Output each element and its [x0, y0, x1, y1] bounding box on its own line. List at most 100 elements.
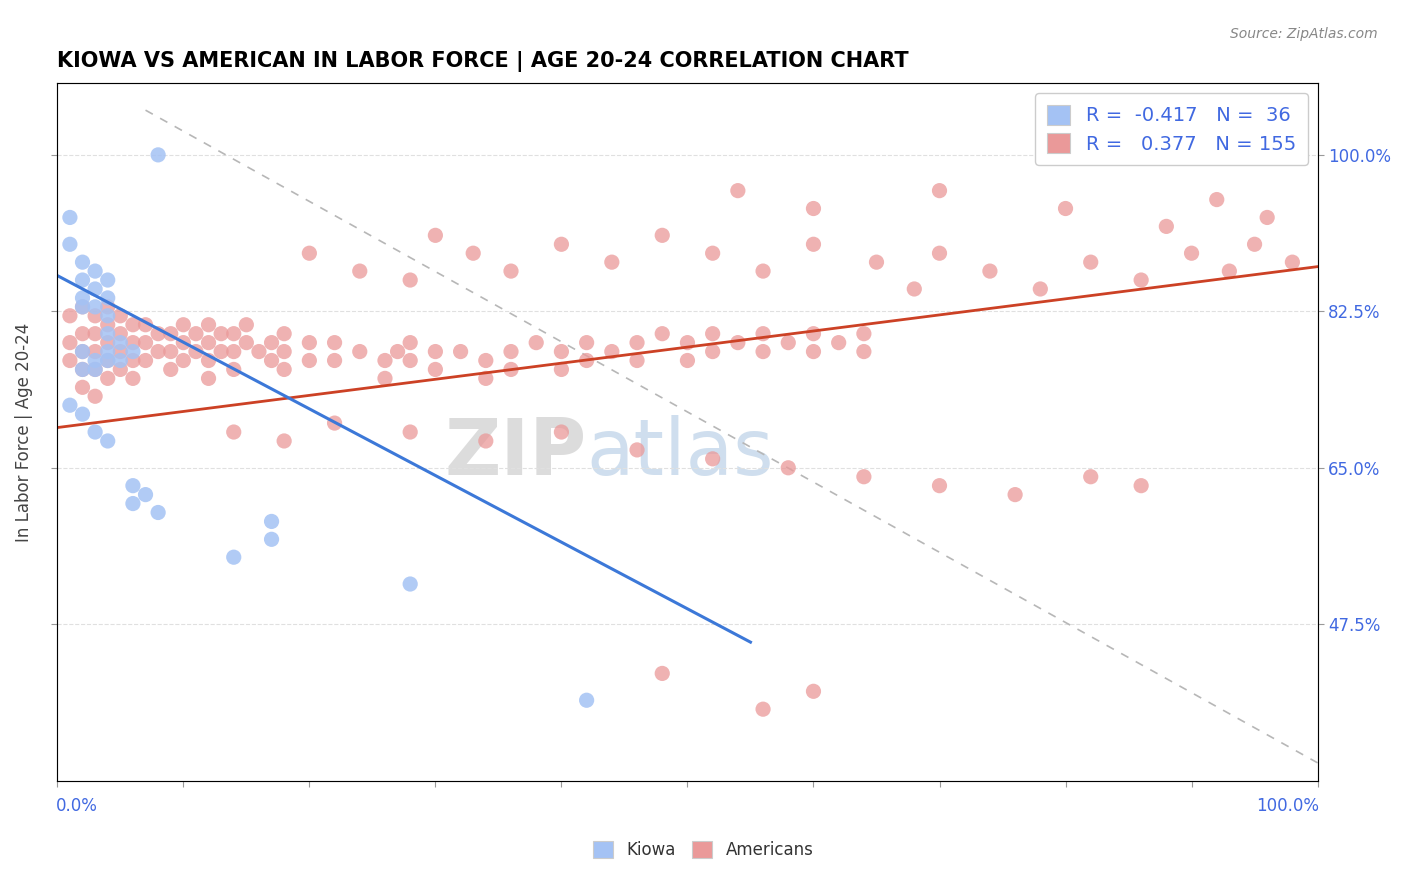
Point — [72, 326, 94, 341]
Point — [184, 344, 207, 359]
Point — [260, 515, 283, 529]
Point — [84, 389, 107, 403]
Point — [146, 326, 169, 341]
Point — [803, 684, 825, 698]
Point — [425, 228, 447, 243]
Point — [110, 309, 132, 323]
Point — [97, 335, 120, 350]
Point — [676, 335, 699, 350]
Point — [97, 291, 120, 305]
Point — [273, 434, 295, 448]
Point — [323, 353, 346, 368]
Point — [184, 326, 207, 341]
Point — [928, 184, 950, 198]
Point — [273, 326, 295, 341]
Point — [550, 425, 572, 439]
Text: KIOWA VS AMERICAN IN LABOR FORCE | AGE 20-24 CORRELATION CHART: KIOWA VS AMERICAN IN LABOR FORCE | AGE 2… — [58, 51, 908, 71]
Point — [600, 344, 623, 359]
Point — [135, 487, 157, 501]
Point — [122, 318, 145, 332]
Point — [626, 442, 648, 457]
Point — [135, 318, 157, 332]
Point — [209, 344, 232, 359]
Point — [273, 362, 295, 376]
Point — [575, 335, 598, 350]
Point — [84, 282, 107, 296]
Point — [1029, 282, 1052, 296]
Point — [59, 353, 82, 368]
Point — [84, 425, 107, 439]
Point — [72, 291, 94, 305]
Point — [803, 237, 825, 252]
Point — [827, 335, 849, 350]
Point — [852, 344, 875, 359]
Point — [159, 344, 181, 359]
Point — [575, 693, 598, 707]
Point — [499, 264, 522, 278]
Point — [752, 344, 775, 359]
Point — [146, 148, 169, 162]
Point — [72, 344, 94, 359]
Point — [651, 228, 673, 243]
Point — [110, 362, 132, 376]
Point — [702, 451, 724, 466]
Point — [84, 362, 107, 376]
Point — [399, 353, 422, 368]
Point — [903, 282, 925, 296]
Point — [1054, 202, 1077, 216]
Text: atlas: atlas — [586, 415, 775, 491]
Point — [1243, 237, 1265, 252]
Point — [135, 353, 157, 368]
Point — [59, 398, 82, 412]
Point — [72, 362, 94, 376]
Point — [1004, 487, 1026, 501]
Point — [778, 335, 800, 350]
Point — [626, 335, 648, 350]
Point — [550, 237, 572, 252]
Point — [235, 335, 257, 350]
Point — [1156, 219, 1178, 234]
Point — [135, 335, 157, 350]
Point — [260, 353, 283, 368]
Point — [399, 335, 422, 350]
Point — [852, 326, 875, 341]
Point — [399, 425, 422, 439]
Point — [110, 335, 132, 350]
Point — [1205, 193, 1227, 207]
Point — [727, 335, 749, 350]
Point — [59, 335, 82, 350]
Point — [122, 344, 145, 359]
Point — [122, 371, 145, 385]
Point — [172, 335, 194, 350]
Y-axis label: In Labor Force | Age 20-24: In Labor Force | Age 20-24 — [15, 322, 32, 541]
Point — [702, 344, 724, 359]
Point — [222, 344, 245, 359]
Point — [84, 353, 107, 368]
Point — [349, 264, 371, 278]
Point — [463, 246, 485, 260]
Point — [600, 255, 623, 269]
Point — [979, 264, 1001, 278]
Point — [97, 326, 120, 341]
Point — [72, 300, 94, 314]
Point — [159, 362, 181, 376]
Point — [1130, 273, 1153, 287]
Point — [59, 309, 82, 323]
Point — [146, 344, 169, 359]
Point — [475, 353, 498, 368]
Point — [235, 318, 257, 332]
Point — [1256, 211, 1278, 225]
Point — [752, 702, 775, 716]
Point — [122, 335, 145, 350]
Point — [425, 362, 447, 376]
Point — [260, 335, 283, 350]
Point — [222, 425, 245, 439]
Point — [865, 255, 887, 269]
Point — [97, 300, 120, 314]
Point — [475, 434, 498, 448]
Point — [298, 335, 321, 350]
Point — [84, 362, 107, 376]
Point — [122, 497, 145, 511]
Point — [852, 469, 875, 483]
Point — [550, 362, 572, 376]
